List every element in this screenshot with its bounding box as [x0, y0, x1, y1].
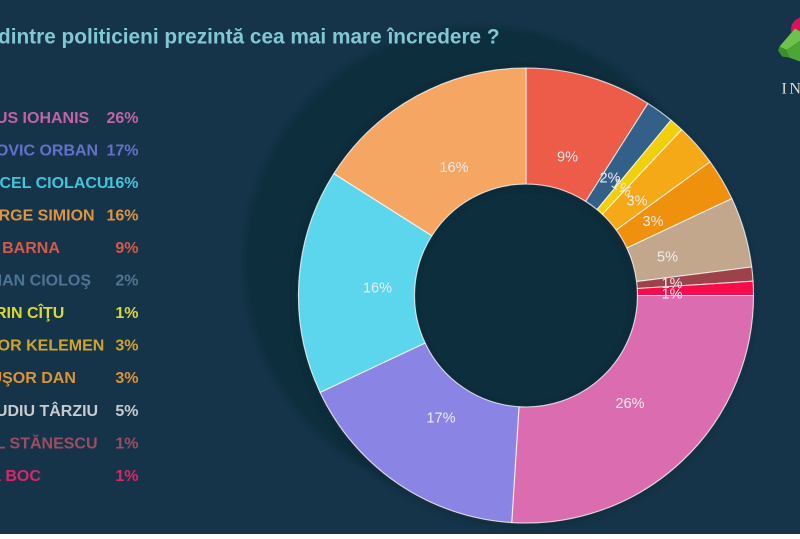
svg-text:16%: 16% — [106, 175, 138, 192]
svg-text:16%: 16% — [363, 281, 392, 297]
svg-text:3%: 3% — [115, 370, 138, 387]
svg-text:1%: 1% — [662, 287, 683, 303]
svg-text:MARCEL CIOLACU: MARCEL CIOLACU — [0, 175, 108, 192]
svg-text:1%: 1% — [115, 305, 138, 322]
svg-text:DAN BARNA: DAN BARNA — [0, 240, 60, 257]
svg-text:1%: 1% — [115, 435, 138, 452]
svg-text:IN: IN — [782, 81, 800, 98]
svg-text:17%: 17% — [106, 142, 138, 159]
svg-text:dintre politicieni prezintă ce: dintre politicieni prezintă cea mai mare… — [0, 26, 500, 49]
svg-text:26%: 26% — [615, 396, 644, 412]
svg-text:3%: 3% — [627, 194, 648, 210]
svg-text:DACIAN CIOLOŞ: DACIAN CIOLOŞ — [0, 273, 91, 290]
svg-text:HUNOR KELEMEN: HUNOR KELEMEN — [0, 338, 104, 355]
svg-text:NICUŞOR DAN: NICUŞOR DAN — [0, 370, 76, 387]
svg-text:16%: 16% — [106, 208, 138, 225]
svg-text:2%: 2% — [115, 273, 138, 290]
svg-text:FLORIN CÎŢU: FLORIN CÎŢU — [0, 303, 64, 322]
svg-text:5%: 5% — [115, 403, 138, 420]
svg-text:9%: 9% — [115, 240, 138, 257]
svg-text:3%: 3% — [115, 338, 138, 355]
svg-text:17%: 17% — [426, 411, 455, 427]
svg-text:3%: 3% — [643, 214, 664, 230]
svg-text:PAUL STĂNESCU: PAUL STĂNESCU — [0, 433, 98, 452]
svg-text:LUDOVIC ORBAN: LUDOVIC ORBAN — [0, 142, 98, 159]
svg-text:EMIL BOC: EMIL BOC — [0, 468, 41, 485]
svg-text:16%: 16% — [439, 160, 468, 176]
svg-text:9%: 9% — [557, 150, 578, 166]
svg-text:1%: 1% — [115, 468, 138, 485]
svg-text:GEORGE SIMION: GEORGE SIMION — [0, 208, 95, 225]
svg-text:KLAUS IOHANIS: KLAUS IOHANIS — [0, 110, 90, 127]
svg-text:CLAUDIU TÂRZIU: CLAUDIU TÂRZIU — [0, 401, 98, 420]
svg-text:26%: 26% — [106, 110, 138, 127]
svg-text:5%: 5% — [657, 250, 678, 266]
